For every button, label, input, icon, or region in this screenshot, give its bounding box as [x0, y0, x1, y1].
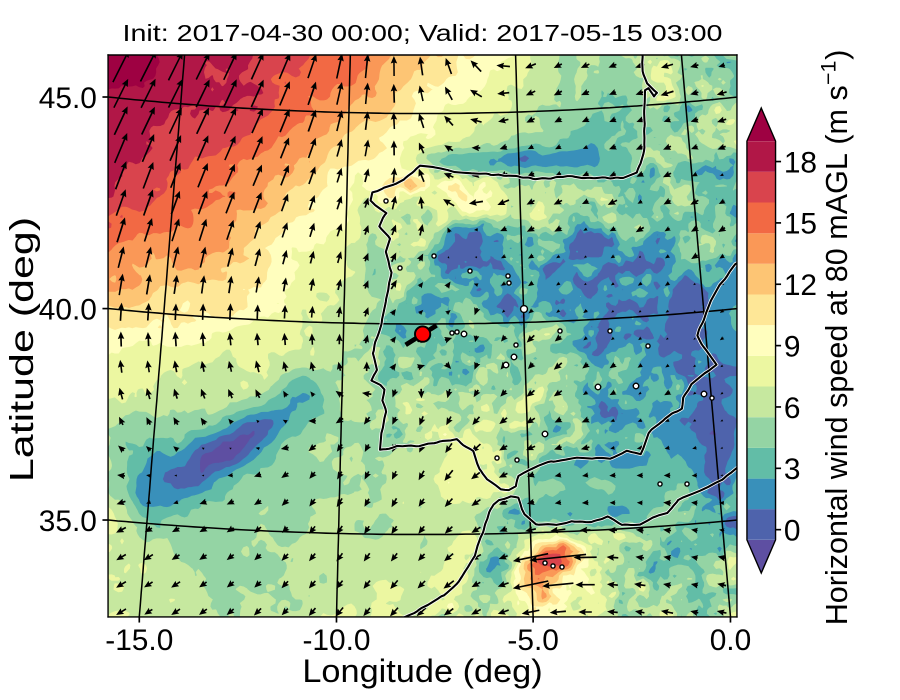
svg-text:0.0: 0.0 [710, 624, 752, 657]
svg-text:Latitude (deg): Latitude (deg) [4, 217, 41, 482]
svg-text:-10.0: -10.0 [302, 624, 370, 657]
svg-text:-15.0: -15.0 [105, 624, 173, 657]
svg-text:15: 15 [784, 208, 817, 241]
svg-text:12: 12 [784, 269, 817, 302]
svg-text:18: 18 [784, 146, 817, 179]
svg-text:40.0: 40.0 [39, 293, 97, 326]
svg-text:3: 3 [784, 453, 801, 486]
svg-text:H o r i: H o r i z o n t a l w i n d s p e e d a [816, 44, 854, 625]
svg-text:9: 9 [784, 330, 801, 363]
svg-text:Init: 2017-04-30 00:00; Valid:: Init: 2017-04-30 00:00; Valid: 2017-05-1… [123, 20, 723, 46]
svg-text:Longitude (deg): Longitude (deg) [302, 653, 542, 689]
svg-text:0: 0 [784, 514, 801, 547]
svg-text:35.0: 35.0 [39, 505, 97, 538]
svg-text:-5.0: -5.0 [507, 624, 558, 657]
svg-text:6: 6 [784, 392, 801, 425]
svg-text:45.0: 45.0 [39, 82, 97, 115]
